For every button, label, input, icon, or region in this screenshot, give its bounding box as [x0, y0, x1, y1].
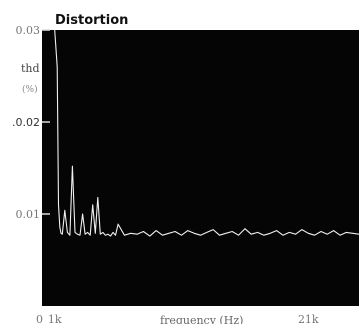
- x-tick-label: 21k: [298, 313, 319, 324]
- y-axis-label: thd: [21, 62, 40, 75]
- thd-series-line: [54, 29, 359, 237]
- chart-title: Distortion: [55, 13, 128, 28]
- y-tick-label: .0.02: [12, 116, 40, 129]
- y-tick-label: 0.01: [16, 208, 41, 221]
- y-tick-label: 0.03: [16, 24, 41, 37]
- x-axis-label: frequency (Hz): [160, 314, 243, 324]
- x-tick-label: 0: [36, 313, 43, 324]
- x-tick-label: 1k: [48, 313, 62, 324]
- plot-area: [42, 30, 359, 306]
- axis-ticks: 0.03 .0.02 0.01 0 1k 21k: [12, 24, 319, 324]
- y-axis-unit: (%): [22, 84, 38, 95]
- series-layer: [54, 29, 359, 237]
